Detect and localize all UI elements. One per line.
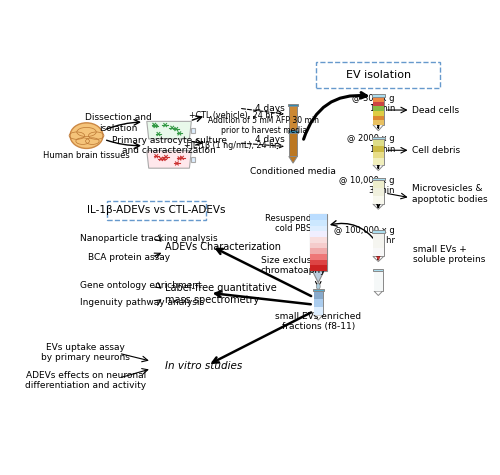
Polygon shape [373,165,384,171]
Text: Nanoparticle tracking analysis: Nanoparticle tracking analysis [80,234,218,243]
Bar [373,248,384,256]
Polygon shape [373,124,384,131]
Bar [288,104,298,106]
Bar [373,180,384,204]
Ellipse shape [70,123,103,148]
Text: +IL-1β (1 ng/mL), 24 hr: +IL-1β (1 ng/mL), 24 hr [184,141,278,150]
Bar [373,97,384,124]
Bar [373,102,384,106]
Text: @ 300 x g
10min: @ 300 x g 10min [352,94,395,113]
Bar [373,152,384,159]
Bar [373,159,384,165]
Text: @ 2000 x g
10min: @ 2000 x g 10min [348,134,395,154]
Bar [373,106,384,111]
Bar [372,178,384,180]
Bar [192,157,196,162]
Bar [373,111,384,115]
Text: IL-1β-ADEVs vs CTL-ADEVs: IL-1β-ADEVs vs CTL-ADEVs [87,205,226,215]
Text: 4 days: 4 days [255,104,284,113]
Text: Gene ontology enrichment: Gene ontology enrichment [80,281,202,290]
Bar [310,260,327,266]
Text: Resuspend in
cold PBS: Resuspend in cold PBS [265,214,322,233]
Text: 4 days: 4 days [255,135,284,144]
Text: Dissection and
isolation: Dissection and isolation [86,113,152,133]
Bar [310,248,327,254]
Bar [373,139,384,146]
Polygon shape [314,315,323,320]
Bar [310,214,327,220]
Text: Ingenuity pathway analysis: Ingenuity pathway analysis [80,298,204,307]
Text: small EVs +
soluble proteins: small EVs + soluble proteins [413,245,485,264]
Bar [310,254,327,260]
Text: Primary astrocyte culture
and characterization: Primary astrocyte culture and characteri… [112,136,226,155]
Text: Human brain tissues: Human brain tissues [43,151,130,160]
Bar [310,237,327,243]
Text: EV isolation: EV isolation [346,70,411,80]
Bar [314,299,323,307]
Bar [310,214,327,271]
Text: Addition of 5 mM AFP 30 min
prior to harvest media: Addition of 5 mM AFP 30 min prior to har… [208,116,320,135]
Bar [310,220,327,226]
Text: Conditioned media: Conditioned media [250,167,336,176]
Bar [289,133,298,156]
Bar [314,307,323,315]
Bar [372,230,384,233]
Bar [373,139,384,165]
Bar [310,243,327,248]
Text: @ 10,000 x g
30min: @ 10,000 x g 30min [340,176,395,195]
Text: Size exclusion
chromatoaphy: Size exclusion chromatoaphy [260,256,326,275]
Bar [310,266,327,271]
Polygon shape [373,256,384,262]
Text: +CTL (vehicle), 24 hr: +CTL (vehicle), 24 hr [189,111,274,120]
Bar [288,130,298,133]
Bar [373,196,384,204]
Bar [310,231,327,237]
Bar [314,291,323,299]
Text: BCA protein assay: BCA protein assay [88,253,170,262]
Text: small EVs enriched
fractions (f8-11): small EVs enriched fractions (f8-11) [275,312,362,331]
Bar [310,226,327,231]
Bar [192,127,196,133]
Text: Microvesicles &
apoptotic bodies: Microvesicles & apoptotic bodies [412,184,488,204]
Bar [373,120,384,124]
Text: ADEVs Characterization: ADEVs Characterization [165,242,281,252]
Bar [374,271,382,291]
Bar [372,95,384,97]
Bar [372,137,384,139]
Text: Label-free quantitative
mass spectrometry: Label-free quantitative mass spectrometr… [165,283,277,305]
Bar [373,240,384,248]
Bar [374,271,382,291]
Bar [374,269,384,271]
Text: EVs uptake assay
by primary neurons: EVs uptake assay by primary neurons [42,343,130,362]
Text: Dead cells: Dead cells [412,105,460,114]
Bar [373,233,384,240]
Polygon shape [373,204,384,209]
Ellipse shape [316,284,320,289]
Polygon shape [289,156,298,163]
Text: In vitro studies: In vitro studies [165,361,242,371]
Polygon shape [376,256,380,261]
Polygon shape [289,130,298,137]
Polygon shape [147,122,192,139]
Bar [289,106,298,130]
Bar [373,233,384,256]
Bar [373,115,384,120]
Bar [373,180,384,188]
Polygon shape [374,291,382,295]
Bar [373,188,384,196]
Bar [314,291,323,315]
Bar [373,146,384,152]
Text: Cell debris: Cell debris [412,146,461,155]
Polygon shape [147,151,192,168]
Text: @ 100,000 x g
20 hr: @ 100,000 x g 20 hr [334,226,395,245]
Text: ADEVs effects on neuronal
differentiation and activity: ADEVs effects on neuronal differentiatio… [25,371,146,390]
Polygon shape [312,271,324,283]
Bar [313,289,324,291]
Bar [373,97,384,102]
